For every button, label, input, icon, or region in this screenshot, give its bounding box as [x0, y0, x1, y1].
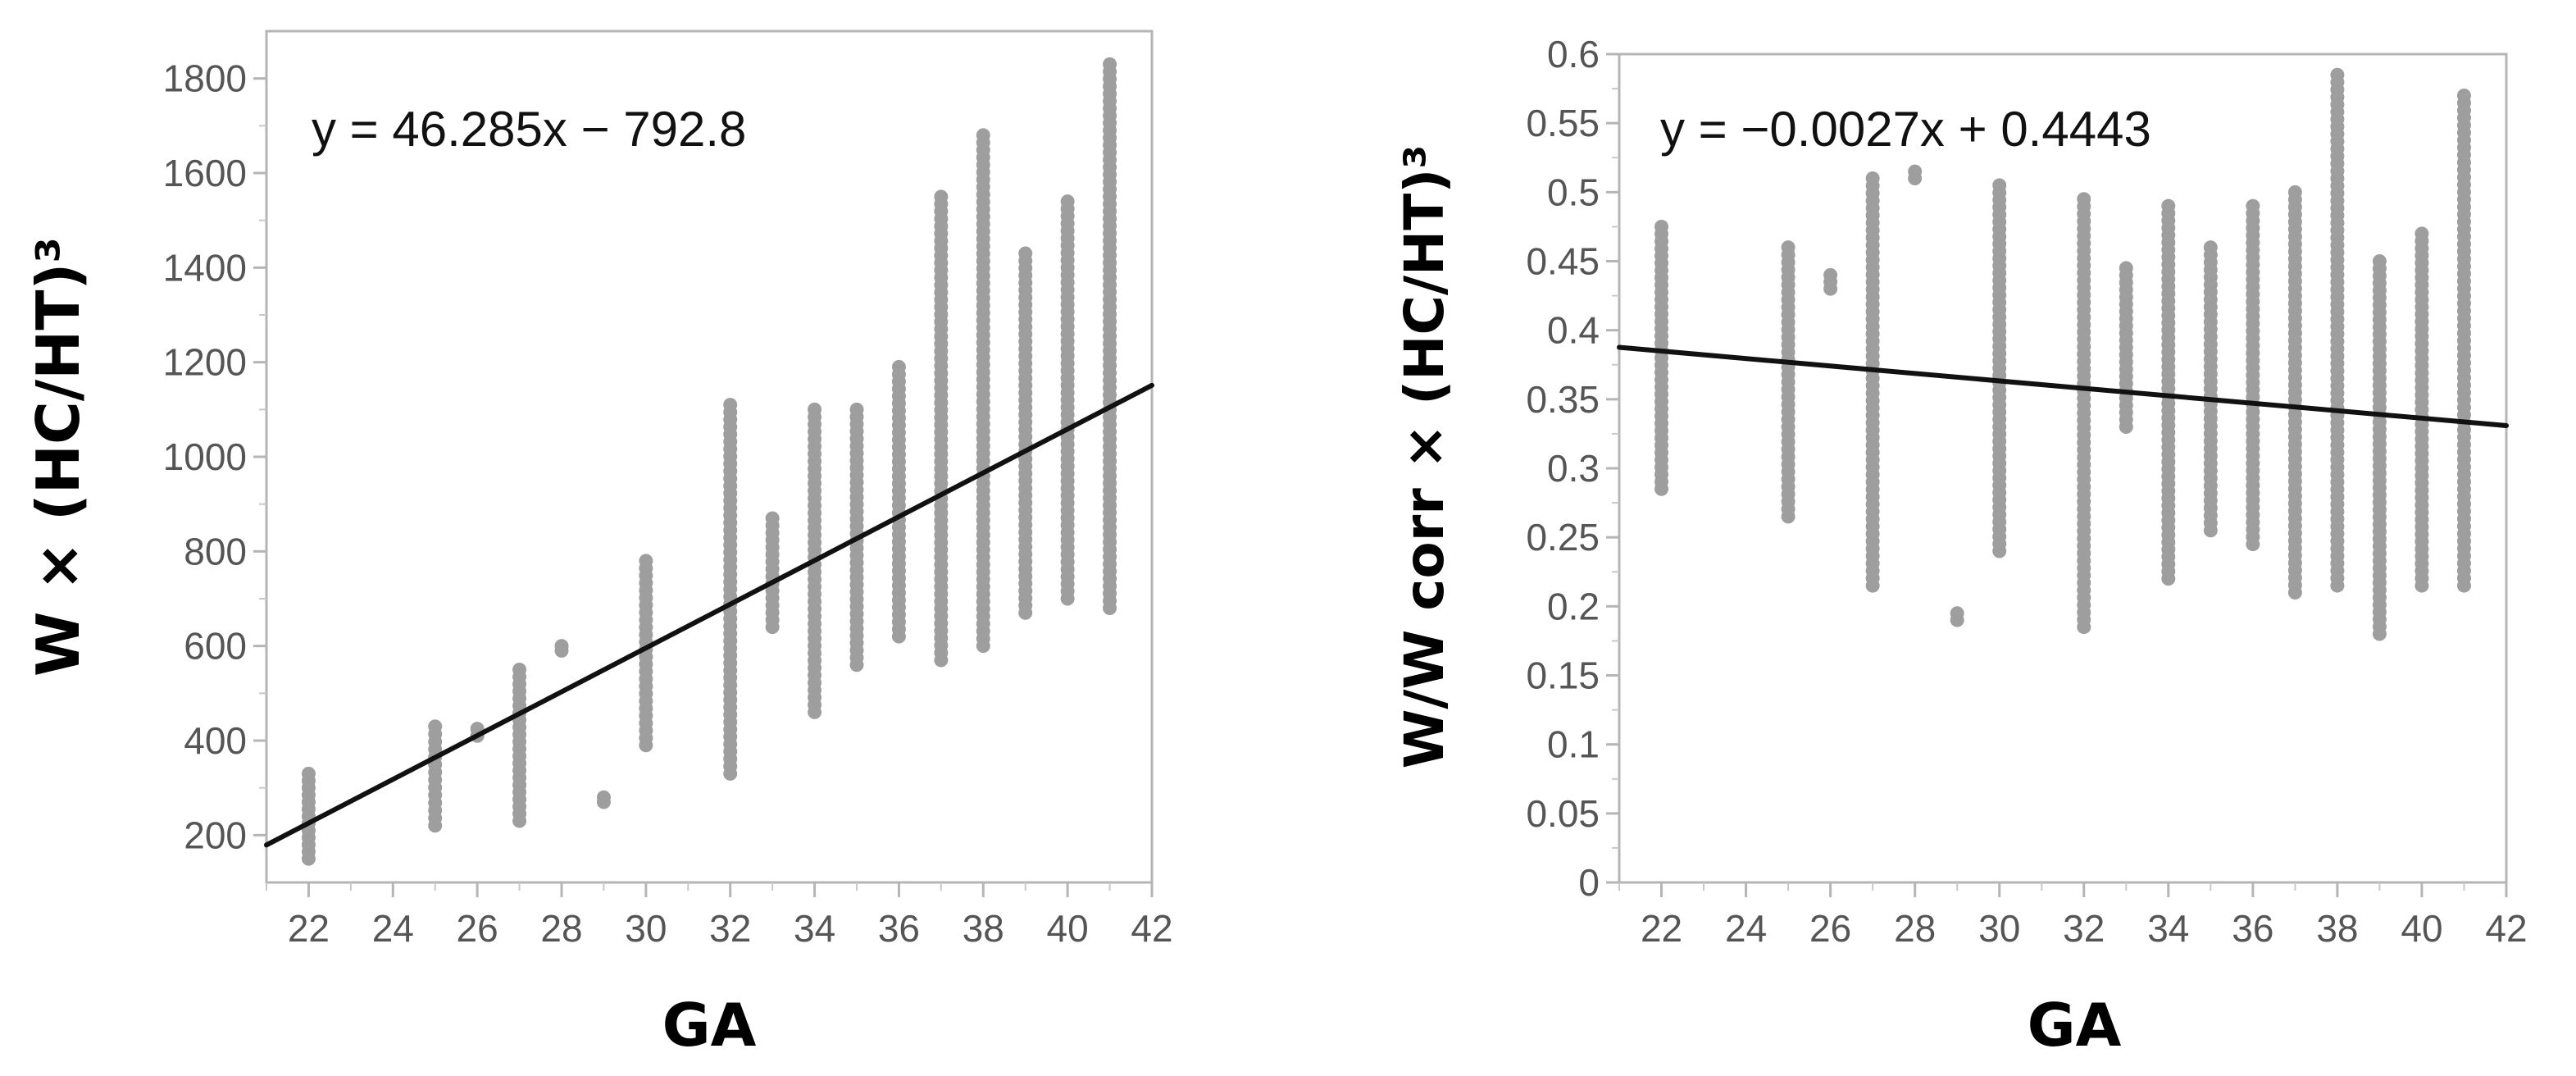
- left-data-point: [976, 639, 990, 654]
- right-x-tick-label: 28: [1894, 907, 1936, 950]
- right-y-tick-label: 0.6: [1547, 33, 1600, 75]
- left-equation: y = 46.285x − 792.8: [312, 102, 746, 157]
- right-data-point: [1654, 481, 1669, 496]
- right-x-tick-label: 24: [1725, 907, 1767, 950]
- right-x-axis: 22 24 26 28 30 32 34 36 38 40 42: [1618, 882, 2528, 950]
- right-x-tick-label: 30: [1978, 907, 2020, 950]
- right-data-point: [1950, 613, 1964, 627]
- right-y-tick-label: 0.1: [1547, 723, 1600, 766]
- left-x-tick-label: 22: [288, 907, 330, 950]
- left-data-point: [1018, 605, 1033, 620]
- right-x-tick-label: 22: [1641, 907, 1682, 950]
- right-y-tick-label: 0.55: [1526, 102, 1600, 144]
- right-data-point: [2372, 627, 2387, 641]
- right-y-tick-label: 0.35: [1526, 378, 1600, 421]
- left-y-tick-label: 800: [184, 530, 247, 572]
- left-plot-area: [265, 30, 1154, 884]
- right-y-tick-label: 0.05: [1526, 792, 1600, 835]
- right-x-tick-label: 32: [2063, 907, 2105, 950]
- left-x-tick-label: 38: [963, 907, 1004, 950]
- left-data-point: [723, 766, 738, 781]
- left-x-tick-label: 36: [878, 907, 920, 950]
- left-data-point: [1103, 601, 1117, 616]
- left-y-tick-label: 600: [184, 625, 247, 668]
- left-x-tick-label: 24: [372, 907, 414, 950]
- left-y-tick-label: 1800: [163, 57, 247, 100]
- right-y-axis-title: W/W corr × (HC/HT)³: [1393, 145, 1456, 769]
- right-data-point: [2119, 420, 2133, 434]
- left-x-tick-label: 32: [709, 907, 751, 950]
- right-data-point: [1781, 509, 1795, 524]
- right-x-tick-label: 40: [2401, 907, 2442, 950]
- right-equation: y = −0.0027x + 0.4443: [1660, 102, 2151, 157]
- left-y-tick-label: 400: [184, 719, 247, 762]
- right-data-point: [2287, 586, 2302, 600]
- right-y-tick-label: 0.45: [1526, 240, 1600, 283]
- right-y-tick-label: 0.5: [1547, 171, 1600, 213]
- right-x-tick-label: 42: [2485, 907, 2527, 950]
- left-data-point: [934, 653, 949, 668]
- right-data-point: [2456, 578, 2471, 593]
- right-x-tick-label: 36: [2232, 907, 2273, 950]
- right-y-tick-label: 0.15: [1526, 654, 1600, 697]
- right-x-tick-label: 34: [2147, 907, 2189, 950]
- right-trendline: [1617, 344, 2509, 428]
- right-y-tick-label: 0: [1578, 861, 1600, 904]
- left-data-point: [639, 738, 653, 753]
- left-data-point: [849, 658, 864, 672]
- right-data-point: [2246, 537, 2260, 552]
- right-data-point: [2077, 620, 2091, 635]
- left-y-axis: 200 400 600 800 1000 1200 1400 1600 1800: [163, 57, 266, 856]
- left-data-point: [808, 704, 822, 719]
- left-y-tick-label: 1200: [163, 341, 247, 384]
- left-x-tick-label: 30: [625, 907, 667, 950]
- left-x-tick-label: 40: [1047, 907, 1089, 950]
- left-y-axis-title: W × (HC/HT)³: [24, 237, 93, 677]
- left-y-tick-label: 1400: [163, 246, 247, 289]
- left-trendline: [264, 382, 1154, 848]
- right-data-point: [2203, 523, 2218, 538]
- right-y-tick-label: 0.25: [1526, 516, 1600, 559]
- right-x-tick-label: 38: [2316, 907, 2358, 950]
- left-data-point: [554, 643, 569, 658]
- right-data-point: [2414, 578, 2429, 593]
- left-data-point: [428, 818, 443, 833]
- right-data-point: [1908, 171, 1923, 185]
- left-x-axis: 22 24 26 28 30 32 34 36 38 40 42: [266, 882, 1173, 950]
- left-data-point: [596, 795, 611, 809]
- left-x-tick-label: 34: [794, 907, 835, 950]
- right-plot-area: [1618, 52, 2508, 884]
- left-data-point: [301, 851, 316, 866]
- right-data-point: [1823, 281, 1838, 296]
- right-x-axis-title: GA: [2028, 991, 2122, 1060]
- left-y-tick-label: 1000: [163, 435, 247, 478]
- right-y-tick-label: 0.4: [1547, 309, 1600, 352]
- left-x-tick-label: 26: [457, 907, 498, 950]
- left-data-point: [765, 620, 780, 635]
- right-y-tick-label: 0.2: [1547, 585, 1600, 627]
- right-data-point: [1992, 544, 2007, 559]
- left-x-tick-label: 42: [1131, 907, 1172, 950]
- right-data-point: [2161, 572, 2176, 586]
- right-y-tick-label: 0.3: [1547, 447, 1600, 490]
- right-x-tick-label: 26: [1809, 907, 1851, 950]
- left-data-point: [891, 629, 906, 644]
- left-data-point: [512, 814, 527, 828]
- right-chart: 0 0.05 0.1 0.15 0.2 0.25 0.3 0.35 0.4 0.45 0.5 0.55…: [1393, 16, 2533, 1060]
- right-data-point: [1865, 578, 1880, 593]
- left-data-point: [1060, 591, 1075, 606]
- left-y-tick-label: 1600: [163, 152, 247, 194]
- right-data-points: [1654, 67, 2471, 641]
- left-y-tick-label: 200: [184, 814, 247, 856]
- right-y-axis: 0 0.05 0.1 0.15 0.2 0.25 0.3 0.35 0.4 0.45 0.5 0.55…: [1526, 33, 1619, 904]
- right-data-point: [2330, 578, 2345, 593]
- left-x-axis-title: GA: [662, 991, 757, 1060]
- left-x-tick-label: 28: [540, 907, 582, 950]
